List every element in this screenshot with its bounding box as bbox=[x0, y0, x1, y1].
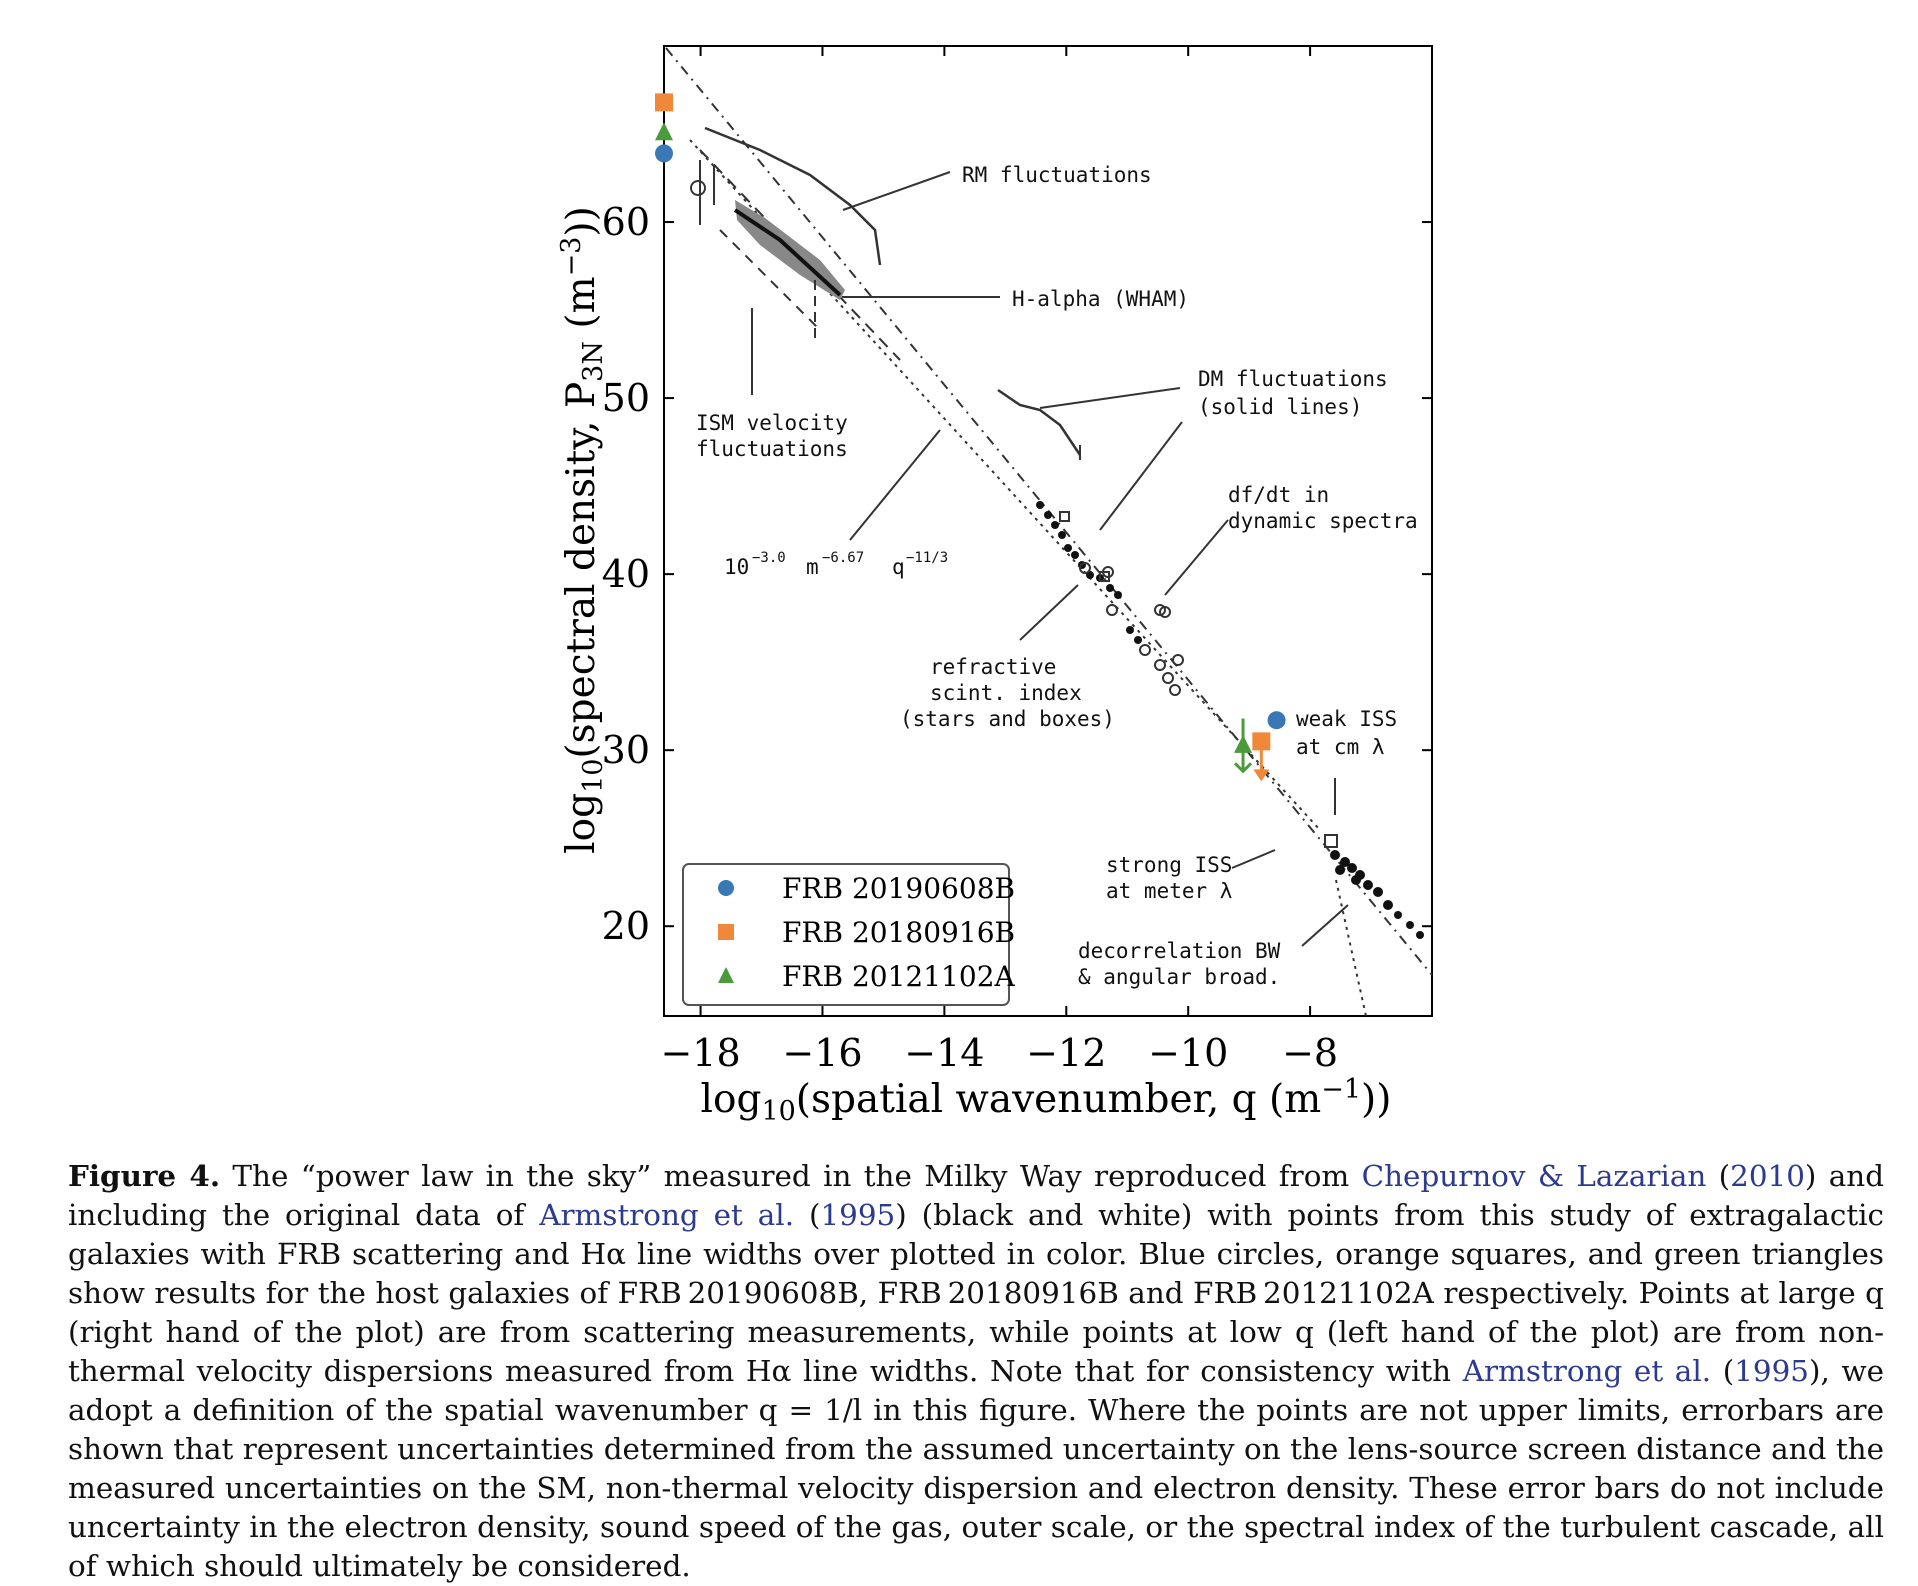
upper-limit-arrowhead bbox=[1253, 769, 1270, 782]
citation-year-link[interactable]: 1995 bbox=[820, 1198, 896, 1232]
data-points bbox=[655, 93, 1286, 782]
citation-link[interactable]: Armstrong et al. bbox=[1462, 1354, 1712, 1388]
citation-link[interactable]: Armstrong et al. bbox=[539, 1198, 795, 1232]
annotation-powerlaw-base: 10 bbox=[724, 555, 749, 579]
background-figure bbox=[665, 47, 1433, 1017]
annotation-dm-1: DM fluctuations bbox=[1198, 367, 1388, 391]
caption-label: Figure 4. bbox=[68, 1158, 221, 1193]
annotation-decorr-1: decorrelation BW bbox=[1078, 939, 1281, 963]
caption-text: ) and including the original data of bbox=[68, 1159, 1885, 1232]
legend-triangle-marker bbox=[718, 967, 734, 983]
annotations: RM fluctuations H-alpha (WHAM) DM fluctu… bbox=[696, 163, 1418, 989]
annotation-decorr-2: & angular broad. bbox=[1078, 965, 1280, 989]
circle-marker bbox=[1267, 711, 1286, 730]
annotation-dm-2: (solid lines) bbox=[1198, 395, 1362, 419]
caption-text: ), we adopt a definition of the spatial … bbox=[68, 1354, 1884, 1583]
citation-link[interactable]: Chepurnov & Lazarian bbox=[1361, 1159, 1707, 1193]
legend-square-marker bbox=[718, 924, 734, 940]
annotation-weakiss-1: weak ISS bbox=[1296, 707, 1397, 731]
error-bar-cap bbox=[1233, 762, 1253, 774]
x-axis-ticks: −18 −16 −14 −12 −10 −8 bbox=[660, 46, 1338, 1075]
annotation-refractive-3: (stars and boxes) bbox=[900, 707, 1115, 731]
annotation-dfdt-2: dynamic spectra bbox=[1228, 509, 1418, 533]
caption-text: The “power law in the sky” measured in t… bbox=[220, 1159, 1362, 1193]
annotation-strongiss-2: at meter λ bbox=[1106, 879, 1232, 903]
caption-text: ( bbox=[1706, 1159, 1731, 1193]
caption-text: ) (black and white) with points from thi… bbox=[68, 1198, 1885, 1388]
y-tick-label: 50 bbox=[602, 376, 650, 420]
annotation-weakiss-2: at cm λ bbox=[1296, 735, 1385, 759]
triangle-marker bbox=[655, 122, 673, 141]
legend-label: FRB 20190608B bbox=[782, 872, 1015, 905]
x-axis-label: log10(spatial wavenumber, q (m−1)) bbox=[701, 1074, 1392, 1127]
annotation-powerlaw-exp1: −3.0 bbox=[752, 550, 786, 566]
triangle-marker bbox=[1234, 734, 1253, 753]
caption-text: ( bbox=[794, 1198, 821, 1232]
x-tick-label: −10 bbox=[1148, 1031, 1228, 1075]
annotation-refractive-2: scint. index bbox=[930, 681, 1082, 705]
caption-text: ( bbox=[1711, 1354, 1735, 1388]
chart: RM fluctuations H-alpha (WHAM) DM fluctu… bbox=[556, 45, 1433, 1127]
legend-circle-marker bbox=[718, 880, 734, 896]
legend-label: FRB 20121102A bbox=[782, 960, 1016, 993]
annotation-powerlaw-m: m bbox=[806, 555, 819, 579]
y-tick-label: 40 bbox=[602, 552, 650, 596]
y-tick-label: 60 bbox=[602, 200, 650, 244]
annotation-powerlaw-exp2: −6.67 bbox=[822, 550, 864, 566]
x-tick-label: −16 bbox=[782, 1031, 862, 1075]
x-tick-label: −12 bbox=[1026, 1031, 1106, 1075]
annotation-ism-1: ISM velocity bbox=[696, 411, 848, 435]
y-tick-label: 20 bbox=[602, 904, 650, 948]
square-marker bbox=[655, 93, 673, 112]
annotation-powerlaw-q: q bbox=[892, 555, 905, 579]
annotation-halpha: H-alpha (WHAM) bbox=[1012, 287, 1189, 311]
annotation-ism-2: fluctuations bbox=[696, 437, 848, 461]
circle-marker bbox=[655, 144, 673, 163]
citation-year-link[interactable]: 1995 bbox=[1734, 1354, 1809, 1388]
annotation-strongiss-1: strong ISS bbox=[1106, 853, 1232, 877]
plot-frame bbox=[663, 45, 1433, 1017]
annotation-dfdt-1: df/dt in bbox=[1228, 483, 1329, 507]
y-axis-ticks: 20 30 40 50 60 bbox=[602, 200, 1432, 948]
annotation-refractive-1: refractive bbox=[930, 655, 1056, 679]
x-tick-label: −18 bbox=[660, 1031, 740, 1075]
y-tick-label: 30 bbox=[602, 728, 650, 772]
citation-year-link[interactable]: 2010 bbox=[1730, 1159, 1805, 1193]
x-tick-label: −14 bbox=[904, 1031, 984, 1075]
square-marker bbox=[1252, 732, 1271, 751]
annotation-powerlaw-exp3: −11/3 bbox=[906, 550, 948, 566]
legend: FRB 20190608B FRB 20180916B FRB 20121102A bbox=[682, 863, 1016, 1006]
figure-caption: Figure 4. The “power law in the sky” mea… bbox=[68, 1156, 1884, 1586]
x-tick-label: −8 bbox=[1282, 1031, 1338, 1075]
legend-label: FRB 20180916B bbox=[782, 916, 1015, 949]
y-axis-label: log10(spectral density, P3N (m−3)) bbox=[556, 206, 609, 854]
annotation-rm: RM fluctuations bbox=[962, 163, 1152, 187]
